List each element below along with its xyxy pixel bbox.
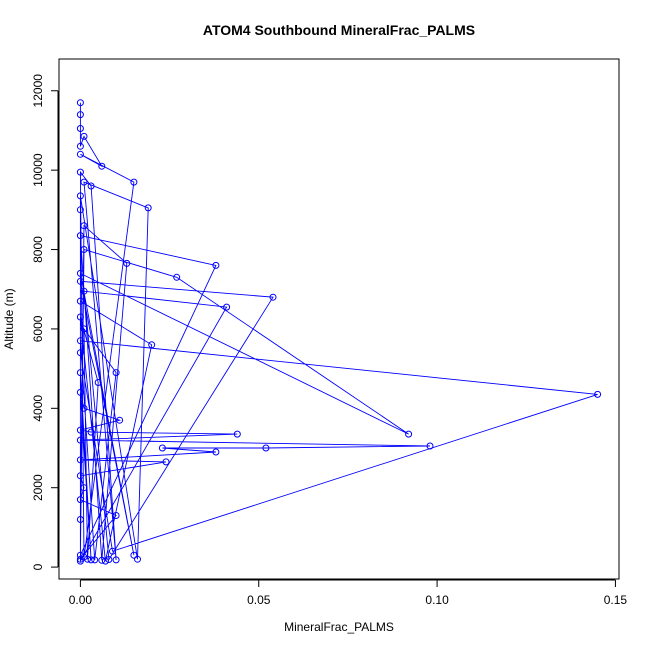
data-point (76, 369, 84, 377)
data-point (80, 325, 88, 333)
data-point (109, 547, 116, 555)
data-point (130, 551, 138, 559)
data-point (112, 556, 120, 564)
data-point (87, 556, 95, 564)
data-point (173, 273, 181, 281)
data-point (594, 390, 602, 398)
y-tick-label: 6000 (31, 315, 45, 342)
data-point (112, 369, 120, 377)
data-point (87, 428, 95, 436)
data-point (76, 206, 84, 214)
data-point (76, 99, 84, 107)
plot-frame (58, 58, 620, 580)
data-point (76, 426, 84, 434)
x-tick-label: 0.15 (604, 593, 628, 607)
data-point (76, 472, 84, 480)
x-axis-label: MineralFrac_PALMS (284, 620, 394, 634)
data-point (76, 337, 84, 345)
data-point (98, 162, 106, 170)
data-point (134, 555, 141, 563)
data-point (405, 430, 413, 438)
data-point (148, 341, 156, 349)
data-point (212, 261, 220, 269)
data-point (212, 448, 220, 456)
data-point (80, 222, 88, 230)
data-point (76, 557, 84, 565)
data-point (76, 456, 84, 464)
x-tick-label: 0.05 (247, 593, 271, 607)
plot-area (76, 99, 602, 565)
data-point (112, 512, 120, 519)
x-tick-label: 0.10 (425, 593, 449, 607)
data-point (76, 269, 84, 277)
data-point (76, 232, 84, 240)
data-point (76, 192, 84, 200)
data-point (144, 204, 152, 212)
data-point (94, 379, 102, 386)
data-point (223, 303, 231, 311)
series-layer (76, 99, 602, 565)
data-point (76, 111, 84, 119)
data-point (162, 458, 170, 466)
data-point (76, 516, 84, 523)
data-point (87, 182, 95, 190)
y-tick-label: 4000 (31, 395, 45, 422)
data-point (76, 277, 84, 285)
data-point (426, 442, 434, 450)
data-point (76, 436, 84, 444)
data-point (116, 416, 124, 424)
data-point (76, 349, 84, 357)
series-line (79, 102, 598, 563)
data-point (76, 150, 84, 158)
data-point (80, 404, 88, 412)
data-point (101, 557, 109, 565)
data-point (80, 132, 88, 140)
data-point (80, 178, 88, 186)
data-point (76, 388, 84, 396)
y-axis: 0 2000 4000 6000 8000 10000 12000 (31, 74, 59, 570)
data-point (76, 496, 84, 504)
y-tick-label: 12000 (31, 74, 45, 108)
y-tick-label: 2000 (31, 474, 45, 501)
data-point (84, 555, 91, 563)
data-point (262, 444, 270, 452)
data-point (76, 555, 84, 563)
y-tick-label: 8000 (31, 236, 45, 263)
data-point (233, 430, 241, 438)
x-tick-label: 0.00 (69, 593, 93, 607)
data-point (130, 178, 138, 186)
data-point (76, 168, 84, 176)
data-point (123, 259, 131, 267)
data-point (158, 444, 166, 452)
data-point (76, 125, 84, 132)
data-point (76, 313, 84, 321)
data-point (105, 556, 113, 563)
y-tick-label: 10000 (31, 153, 45, 187)
x-axis: 0.00 0.05 0.10 0.15 (69, 579, 628, 607)
data-point (80, 553, 88, 561)
data-point (76, 142, 84, 150)
data-point (269, 293, 277, 301)
data-point (76, 297, 84, 305)
data-point (80, 246, 88, 253)
chart-title: ATOM4 Southbound MineralFrac_PALMS (203, 22, 475, 38)
y-axis-label: Altitude (m) (2, 288, 16, 349)
data-point (80, 287, 88, 295)
data-point (98, 556, 106, 564)
data-point (91, 556, 99, 564)
y-tick-label: 0 (31, 563, 45, 570)
data-point (80, 484, 88, 492)
